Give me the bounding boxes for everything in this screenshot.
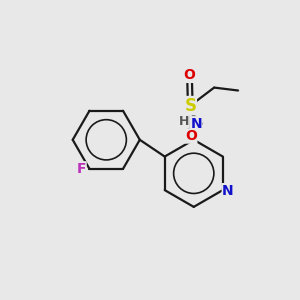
Text: N: N bbox=[222, 184, 234, 198]
Text: O: O bbox=[184, 68, 196, 82]
Text: N: N bbox=[190, 117, 202, 131]
Text: S: S bbox=[184, 97, 196, 115]
Text: O: O bbox=[185, 129, 197, 143]
Text: H: H bbox=[178, 115, 189, 128]
Text: F: F bbox=[76, 162, 86, 176]
